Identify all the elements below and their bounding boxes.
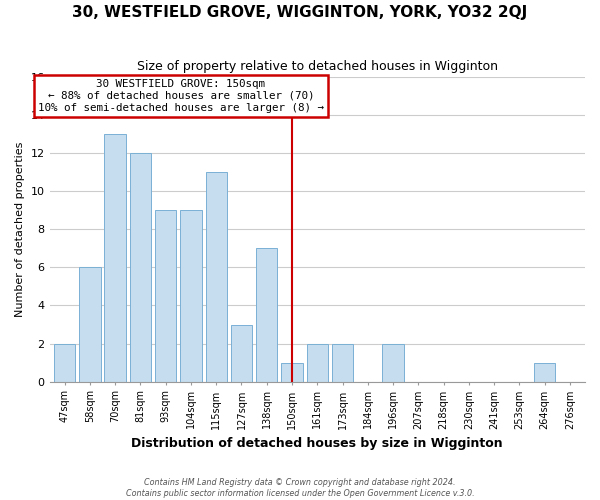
Bar: [155, 210, 176, 382]
Bar: [130, 153, 151, 382]
Text: 30 WESTFIELD GROVE: 150sqm
← 88% of detached houses are smaller (70)
10% of semi: 30 WESTFIELD GROVE: 150sqm ← 88% of deta…: [38, 80, 324, 112]
X-axis label: Distribution of detached houses by size in Wigginton: Distribution of detached houses by size …: [131, 437, 503, 450]
Bar: [332, 344, 353, 382]
Bar: [206, 172, 227, 382]
Bar: [382, 344, 404, 382]
Title: Size of property relative to detached houses in Wigginton: Size of property relative to detached ho…: [137, 60, 498, 73]
Bar: [104, 134, 126, 382]
Bar: [54, 344, 76, 382]
Bar: [281, 362, 303, 382]
Bar: [180, 210, 202, 382]
Bar: [256, 248, 277, 382]
Bar: [79, 268, 101, 382]
Bar: [307, 344, 328, 382]
Bar: [534, 362, 556, 382]
Bar: [231, 324, 252, 382]
Text: 30, WESTFIELD GROVE, WIGGINTON, YORK, YO32 2QJ: 30, WESTFIELD GROVE, WIGGINTON, YORK, YO…: [73, 5, 527, 20]
Y-axis label: Number of detached properties: Number of detached properties: [15, 142, 25, 317]
Text: Contains HM Land Registry data © Crown copyright and database right 2024.
Contai: Contains HM Land Registry data © Crown c…: [125, 478, 475, 498]
